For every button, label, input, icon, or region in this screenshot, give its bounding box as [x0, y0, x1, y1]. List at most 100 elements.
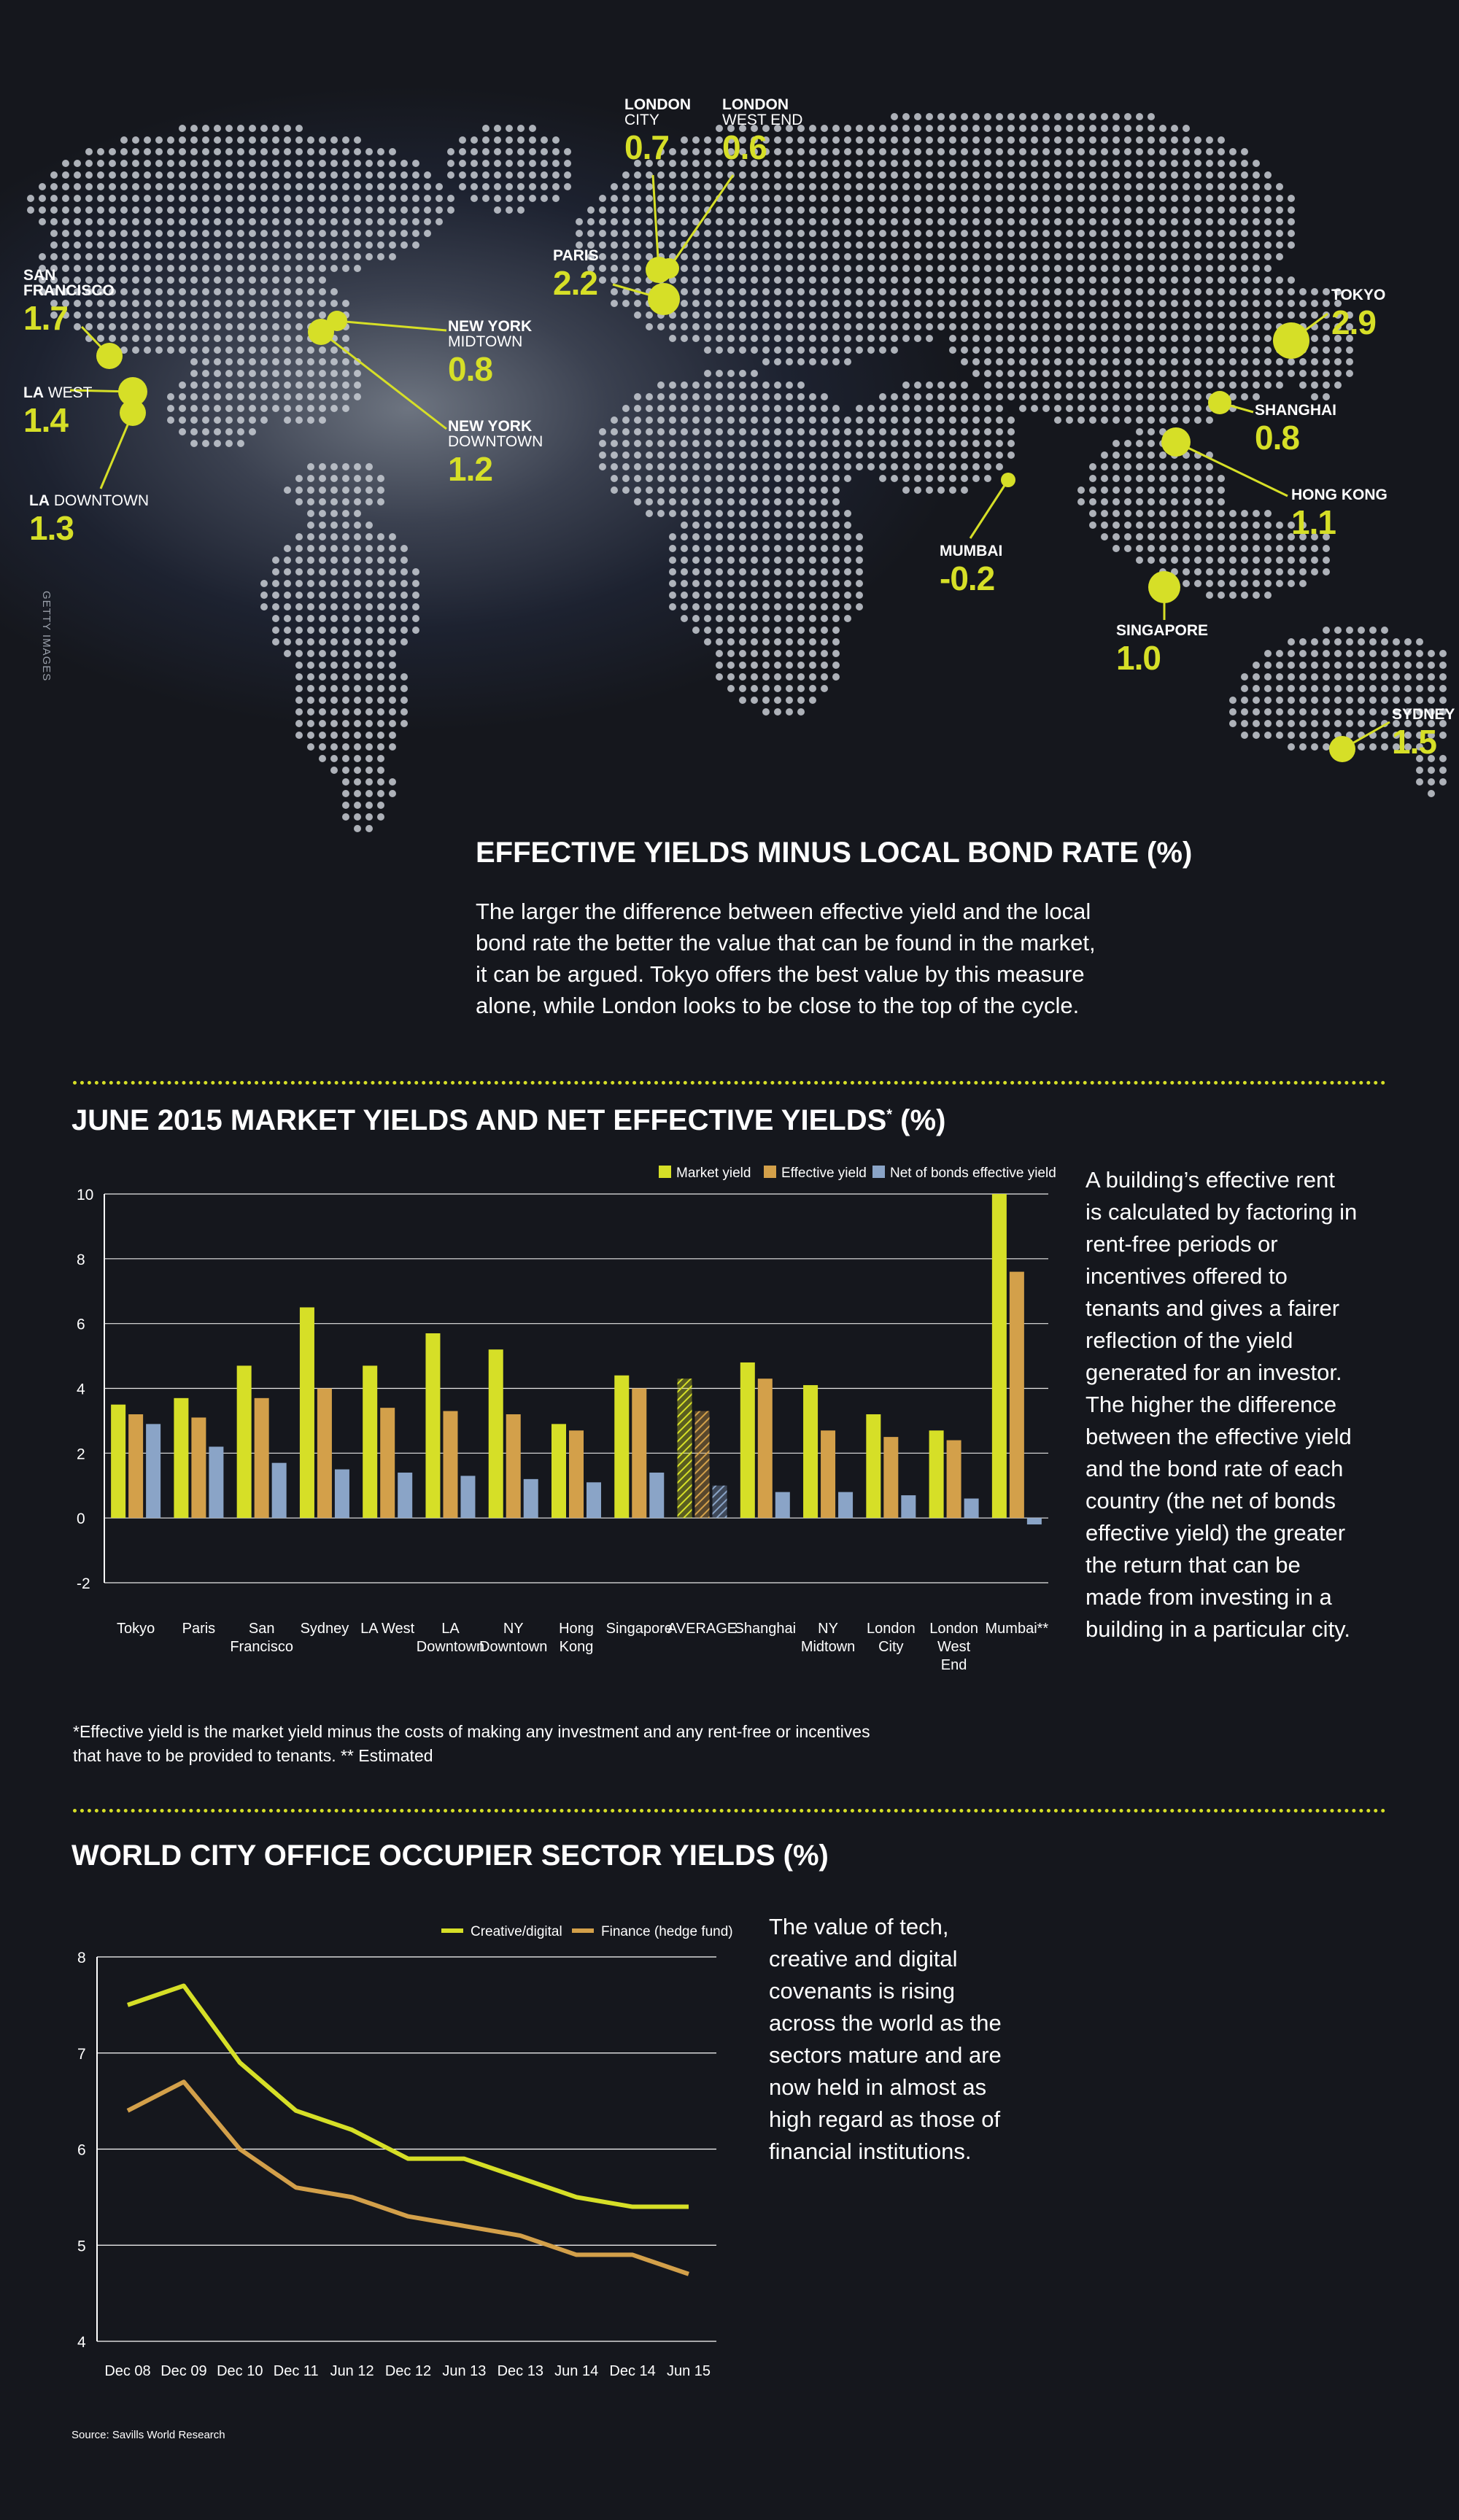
label-paris: PARIS 2.2 [553, 247, 599, 302]
bar-2-4 [398, 1472, 413, 1519]
dotted-divider-2 [73, 1809, 1386, 1813]
marker-hong-kong [1161, 427, 1191, 457]
y-tick-label: 8 [77, 1252, 85, 1268]
y-tick-label: 0 [77, 1511, 85, 1527]
y-tick-label: 7 [77, 2046, 86, 2063]
x-tick-label: West [937, 1639, 971, 1655]
x-tick-label: Jun 13 [442, 2363, 486, 2379]
x-tick-label: Jun 14 [554, 2363, 598, 2379]
x-tick-label: Midtown [801, 1639, 855, 1655]
marker-paris [648, 283, 680, 315]
bar-1-14 [1009, 1271, 1024, 1519]
label-mumbai: MUMBAI -0.2 [940, 543, 1003, 597]
leader-line-hong-kong [1175, 441, 1288, 497]
x-tick-label: Dec 11 [274, 2363, 319, 2379]
x-tick-label: NY [503, 1621, 524, 1637]
label-tokyo: TOKYO 2.9 [1331, 287, 1386, 341]
x-tick-label: NY [818, 1621, 838, 1637]
bar-2-5 [460, 1476, 476, 1519]
section1-title: EFFECTIVE YIELDS MINUS LOCAL BOND RATE (… [476, 837, 1193, 869]
bar-0-8 [614, 1375, 630, 1519]
bar-1-5 [443, 1411, 458, 1519]
bar-1-9 [694, 1411, 710, 1519]
bar-chart: 10 8 6 4 2 0 -2 Tokyo Paris San Francisco Sydney LA … [77, 1166, 1056, 1673]
label-san-francisco: SAN FRANCISCO 1.7 [23, 267, 115, 337]
legend-label-1: Effective yield [781, 1166, 867, 1181]
marker-tokyo [1273, 322, 1309, 359]
legend-swatch-1 [764, 1166, 776, 1178]
x-tick-label: Dec 09 [160, 2363, 206, 2379]
x-tick-label: Kong [560, 1639, 594, 1655]
bar-1-8 [632, 1388, 647, 1519]
bar-0-13 [929, 1430, 944, 1519]
section2-side-text: A building’s effective rent is calculate… [1085, 1167, 1358, 1642]
x-tick-label: Francisco [230, 1639, 293, 1655]
x-tick-label: Dec 10 [217, 2363, 263, 2379]
x-tick-label: Paris [182, 1621, 216, 1637]
x-tick-label: Hong [559, 1621, 594, 1637]
x-tick-label: San [249, 1621, 275, 1637]
x-tick-label: Dec 13 [498, 2363, 543, 2379]
bar-1-12 [883, 1437, 899, 1519]
y-tick-label: 6 [77, 2142, 86, 2159]
y-tick-label: 4 [77, 2334, 86, 2351]
x-tick-label: Dec 08 [104, 2363, 150, 2379]
leader-line-mumbai [969, 479, 1010, 539]
label-hong-kong: HONG KONG 1.1 [1291, 486, 1388, 541]
dotted-divider-1 [73, 1081, 1386, 1085]
bar-0-3 [299, 1307, 314, 1519]
line-chart: 8 7 6 5 4 Dec 08 Dec 09 Dec 10 Dec 11 Jun 12 Dec 1… [77, 1924, 733, 2379]
bar-2-1 [209, 1446, 224, 1519]
y-tick-label: 4 [77, 1381, 85, 1398]
bar-0-1 [174, 1397, 189, 1519]
legend-swatch-0 [659, 1166, 671, 1178]
bar-2-13 [964, 1498, 979, 1519]
bar-2-2 [271, 1462, 287, 1519]
x-tick-label: Sydney [301, 1621, 349, 1637]
label-shanghai: SHANGHAI 0.8 [1255, 402, 1337, 457]
bar-2-7 [587, 1482, 601, 1519]
x-tick-label: Jun 15 [667, 2363, 711, 2379]
marker-shanghai [1208, 391, 1231, 414]
section1-body: The larger the difference between effect… [476, 899, 1096, 1018]
bar-2-3 [334, 1469, 349, 1519]
marker-mumbai [1001, 473, 1015, 487]
bar-0-6 [488, 1349, 503, 1519]
y-tick-label: 5 [77, 2238, 86, 2255]
x-tick-label: Dec 14 [609, 2363, 655, 2379]
bar-1-3 [317, 1388, 332, 1519]
label-new-york-downtown: NEW YORK DOWNTOWN 1.2 [448, 418, 543, 488]
legend-label-0: Market yield [676, 1166, 751, 1181]
world-map-section: GETTY IMAGES SAN FRANCISCO 1.7 LA WEST 1… [0, 0, 1459, 839]
marker-new-york-downtown [308, 319, 334, 345]
marker-sydney [1329, 736, 1355, 762]
bar-0-7 [552, 1424, 566, 1519]
x-tick-label: City [878, 1639, 903, 1655]
bar-1-7 [569, 1430, 584, 1519]
bar-0-14 [991, 1194, 1007, 1519]
marker-london-west-end [659, 258, 679, 279]
x-tick-label: AVERAGE [667, 1621, 737, 1637]
bar-0-4 [363, 1365, 378, 1519]
bar-0-0 [111, 1404, 126, 1519]
label-la-west: LA WEST 1.4 [23, 384, 93, 439]
bar-2-12 [901, 1495, 916, 1519]
bar-1-0 [128, 1414, 144, 1519]
label-sydney: SYDNEY 1.5 [1392, 706, 1455, 761]
section3-side-text: The value of tech, creative and digital … [769, 1914, 1002, 2164]
chart-footnote: *Effective yield is the market yield min… [73, 1722, 870, 1765]
label-london-city: LONDON CITY 0.7 [624, 96, 691, 166]
photo-credit: GETTY IMAGES [40, 591, 53, 682]
legend-label-1: Finance (hedge fund) [601, 1924, 733, 1939]
bar-2-0 [146, 1424, 161, 1519]
bar-0-9 [677, 1379, 692, 1519]
leader-line-new-york-midtown [336, 319, 447, 332]
section3-title: WORLD CITY OFFICE OCCUPIER SECTOR YIELDS… [71, 1839, 829, 1872]
series-line-1 [126, 2079, 689, 2276]
bar-0-2 [236, 1365, 252, 1519]
y-tick-label: 8 [77, 1950, 86, 1966]
bar-2-6 [523, 1478, 538, 1519]
x-tick-label: London [929, 1621, 978, 1637]
bar-2-10 [775, 1492, 790, 1519]
leader-line-london-city [651, 174, 660, 271]
